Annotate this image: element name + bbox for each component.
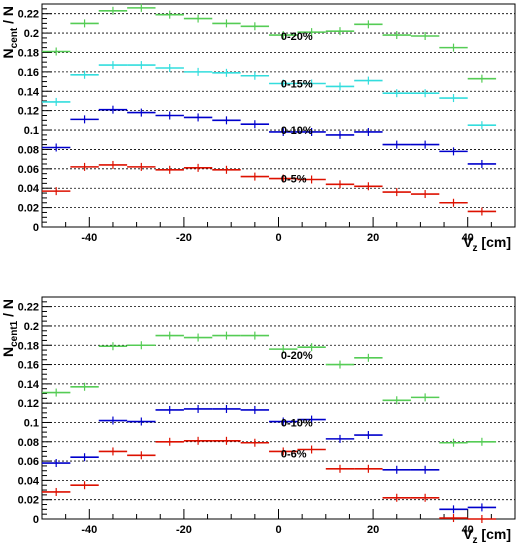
plot-frame: [41, 296, 516, 520]
y-tick-label: 0.12: [18, 106, 39, 118]
y-tick-label: 0.1: [24, 125, 39, 137]
y-tick-label: 0.06: [18, 164, 39, 176]
x-tick-label: -20: [176, 524, 192, 536]
x-tick-label: -20: [176, 232, 192, 244]
series-1: 0-15%: [42, 61, 497, 130]
series-2: 0-6%: [42, 436, 497, 523]
y-tick-label: 0.22: [18, 9, 39, 21]
y-tick-label: 0.02: [18, 203, 39, 215]
y-tick-label: 0: [33, 514, 39, 526]
series-label: 0-15%: [281, 79, 313, 91]
y-tick-label: 0.02: [18, 495, 39, 507]
series-label: 0-20%: [281, 350, 313, 362]
y-tick-label: 0.08: [18, 144, 39, 156]
x-tick-label: 40: [462, 524, 474, 536]
plot-frame: [41, 3, 516, 228]
y-tick-label: 0.16: [18, 67, 39, 79]
x-tick-label: 20: [367, 524, 379, 536]
y-tick-label: 0.08: [18, 437, 39, 449]
series-0: 0-20%: [42, 3, 497, 83]
x-axis-title: Vz [cm]: [463, 234, 511, 254]
series-label: 0-20%: [281, 31, 313, 43]
x-tick-label: -40: [81, 232, 97, 244]
y-tick-label: 0.04: [18, 475, 40, 487]
series-0: 0-20%: [42, 331, 497, 447]
series-label: 0-10%: [281, 417, 313, 429]
y-tick-label: 0.22: [18, 302, 39, 314]
series-1: 0-10%: [42, 404, 497, 514]
y-tick-label: 0.14: [18, 379, 40, 391]
y-axis-title: Ncent1 / N: [0, 299, 20, 357]
y-tick-label: 0.18: [18, 340, 39, 352]
bottom-panel: 0 0.02 0.04 0.06 0.08 0.1 0.12 0.14 0.16 0.18 0.2 0…: [0, 296, 516, 546]
y-axis-title: Ncent / N: [0, 6, 20, 58]
y-tick-label: 0.06: [18, 456, 39, 468]
y-tick-label: 0.12: [18, 398, 39, 410]
x-tick-label: 40: [462, 232, 474, 244]
x-tick-label: 20: [367, 232, 379, 244]
x-axis-title: Vz [cm]: [463, 526, 511, 546]
y-tick-label: 0.2: [24, 321, 39, 333]
x-tick-label: -40: [81, 524, 97, 536]
series-2: 0-10%: [42, 105, 497, 168]
y-tick-label: 0.16: [18, 360, 39, 372]
y-tick-label: 0: [33, 222, 39, 234]
top-panel: 0 0.02 0.04 0.06 0.08 0.1 0.12 0.14 0.16 0.18 0.2 0…: [0, 3, 516, 254]
y-tick-label: 0.18: [18, 47, 39, 59]
y-tick-label: 0.04: [18, 183, 40, 195]
y-tick-label: 0.14: [18, 86, 40, 98]
series-label: 0-5%: [281, 174, 307, 186]
x-tick-label: 0: [275, 524, 281, 536]
x-tick-label: 0: [275, 232, 281, 244]
y-tick-label: 0.1: [24, 417, 39, 429]
series-label: 0-6%: [281, 448, 307, 460]
y-tick-label: 0.2: [24, 28, 39, 40]
series-3: 0-5%: [42, 160, 497, 216]
series-label: 0-10%: [281, 125, 313, 137]
